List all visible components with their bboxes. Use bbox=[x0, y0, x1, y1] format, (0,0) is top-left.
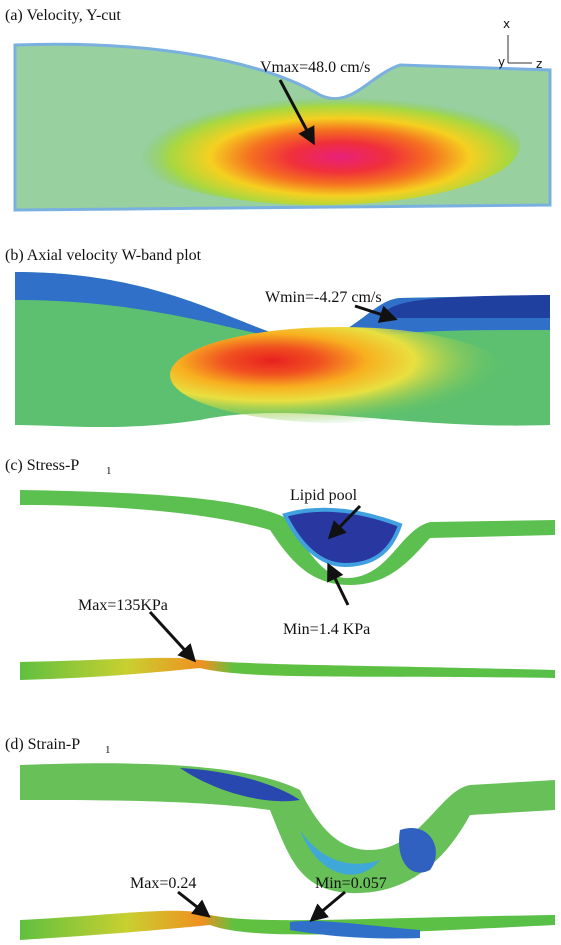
arrow bbox=[177, 890, 211, 918]
annotation: Max=135KPa bbox=[78, 597, 168, 614]
arrow bbox=[327, 504, 362, 540]
panel-title: (d) Strain-P bbox=[5, 736, 80, 753]
title-subscript: 1 bbox=[106, 465, 112, 477]
title-subscript: 1 bbox=[105, 744, 111, 756]
velocity-core bbox=[120, 85, 520, 205]
arrow bbox=[309, 890, 346, 922]
strain-zone bbox=[399, 828, 436, 873]
annotation: Wmin=-4.27 cm/s bbox=[265, 289, 382, 306]
arrow bbox=[278, 79, 315, 146]
annotation: Lipid pool bbox=[290, 487, 358, 504]
strain-zone bbox=[180, 768, 300, 802]
strain-strip bbox=[20, 910, 555, 940]
w-band-min bbox=[380, 295, 550, 318]
stress-strip bbox=[20, 657, 555, 680]
panel-title: (a) Velocity, Y-cut bbox=[5, 7, 121, 24]
w-core bbox=[170, 327, 510, 423]
annotation: Min=0.057 bbox=[315, 875, 387, 892]
w-band-low bbox=[15, 272, 550, 345]
annotation: Vmax=48.0 cm/s bbox=[260, 59, 370, 76]
annotation: Max=0.24 bbox=[130, 875, 196, 892]
annotation: Min=1.4 KPa bbox=[283, 621, 370, 638]
axis-label: y bbox=[498, 55, 505, 69]
arrow bbox=[327, 562, 350, 606]
arrow bbox=[354, 304, 398, 323]
strain-zone bbox=[300, 830, 380, 875]
stress-wall bbox=[20, 490, 555, 585]
strain-wall bbox=[20, 763, 555, 894]
strain-zone bbox=[290, 920, 420, 939]
axis-label: z bbox=[536, 57, 542, 71]
panel-title: (b) Axial velocity W-band plot bbox=[5, 247, 202, 264]
panel-title: (c) Stress-P bbox=[5, 457, 79, 474]
arrow bbox=[148, 610, 197, 663]
axis-label: x bbox=[503, 17, 510, 31]
